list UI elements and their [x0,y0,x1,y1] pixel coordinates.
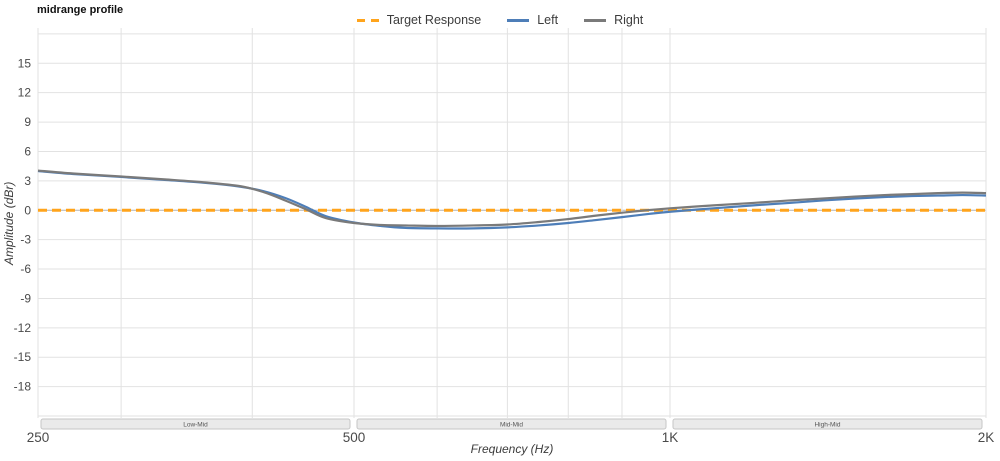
legend-item-target-response[interactable]: Target Response [356,13,482,27]
chart-title: midrange profile [37,4,124,16]
legend-item-left[interactable]: Left [507,13,558,27]
legend: Target Response Left Right [0,13,1000,27]
y-tick-label--9: -9 [20,291,31,305]
legend-label-right: Right [614,13,644,27]
y-tick-label-3: 3 [24,174,31,188]
series-right-line [37,169,987,228]
y-tick-labels: 15 12 9 6 3 0 -3 -6 -9 -12 -15 -18 [14,56,32,393]
x-tick-label-1k: 1K [662,430,679,445]
legend-label-target-response: Target Response [386,13,482,27]
y-tick-label-0: 0 [24,203,31,217]
x-tick-label-250: 250 [27,430,50,445]
y-tick-label--18: -18 [14,380,32,394]
x-tick-label-500: 500 [343,430,366,445]
frequency-bands: Low-Mid Mid-Mid High-Mid [40,418,983,430]
solid-line-icon [507,18,530,22]
y-tick-label--3: -3 [20,233,31,247]
solid-line-icon [584,18,607,22]
x-tick-labels: 250 500 1K 2K [27,430,995,445]
band-high-mid: High-Mid [672,418,983,430]
legend-label-left: Left [537,13,559,27]
band-label-mid-mid: Mid-Mid [500,422,523,429]
y-tick-label-12: 12 [18,86,32,100]
x-gridlines [37,28,987,418]
legend-item-right[interactable]: Right [584,13,643,27]
x-tick-label-2k: 2K [978,430,995,445]
y-tick-label-6: 6 [24,144,31,158]
y-tick-label--12: -12 [14,321,32,335]
band-mid-mid: Mid-Mid [356,418,667,430]
x-axis-title: Frequency (Hz) [470,442,554,456]
dashed-line-icon [356,18,379,22]
band-label-low-mid: Low-Mid [183,422,208,429]
y-tick-label-15: 15 [18,56,32,70]
band-low-mid: Low-Mid [40,418,351,430]
y-tick-label--15: -15 [14,350,32,364]
y-tick-label-9: 9 [24,115,31,129]
band-label-high-mid: High-Mid [814,422,840,429]
y-tick-label--6: -6 [20,262,31,276]
